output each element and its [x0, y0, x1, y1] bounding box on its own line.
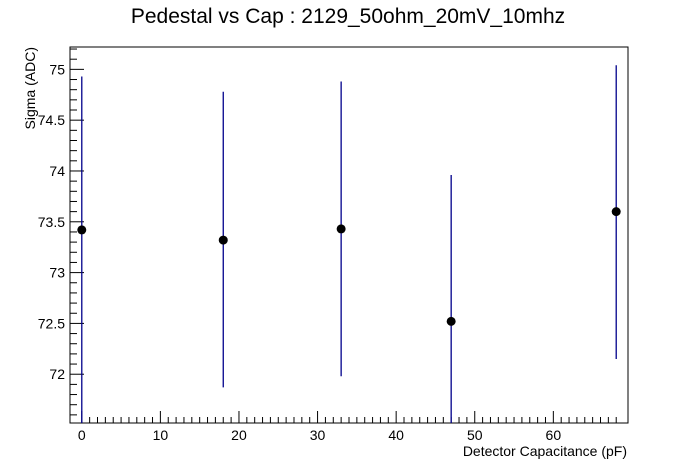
data-point [77, 225, 87, 235]
data-marks [77, 65, 621, 423]
x-axis-label: Detector Capacitance (pF) [463, 443, 627, 459]
data-point [336, 224, 346, 234]
data-point [218, 235, 228, 245]
x-tick-label: 50 [467, 427, 483, 443]
y-axis-label: Sigma (ADC) [22, 47, 38, 129]
x-tick-label: 0 [78, 427, 86, 443]
x-tick-label: 20 [231, 427, 247, 443]
axis-ticks: 0 10 20 30 40 50 60 72 72.5 73 73.5 74 74.5 75 [38, 48, 617, 443]
x-tick-label: 10 [153, 427, 169, 443]
y-tick-label: 72 [49, 366, 65, 382]
y-tick-label: 75 [49, 61, 65, 77]
y-tick-label: 73 [49, 265, 65, 281]
data-point [446, 316, 456, 326]
y-tick-label: 74 [49, 163, 65, 179]
plot-frame [69, 46, 629, 424]
x-tick-label: 40 [388, 427, 404, 443]
y-tick-label: 73.5 [38, 214, 65, 230]
chart-title: Pedestal vs Cap : 2129_50ohm_20mV_10mhz [131, 5, 565, 28]
x-tick-label: 60 [546, 427, 562, 443]
y-tick-label: 72.5 [38, 315, 65, 331]
x-tick-label: 30 [310, 427, 326, 443]
data-point [611, 207, 621, 217]
y-tick-label: 74.5 [38, 112, 65, 128]
